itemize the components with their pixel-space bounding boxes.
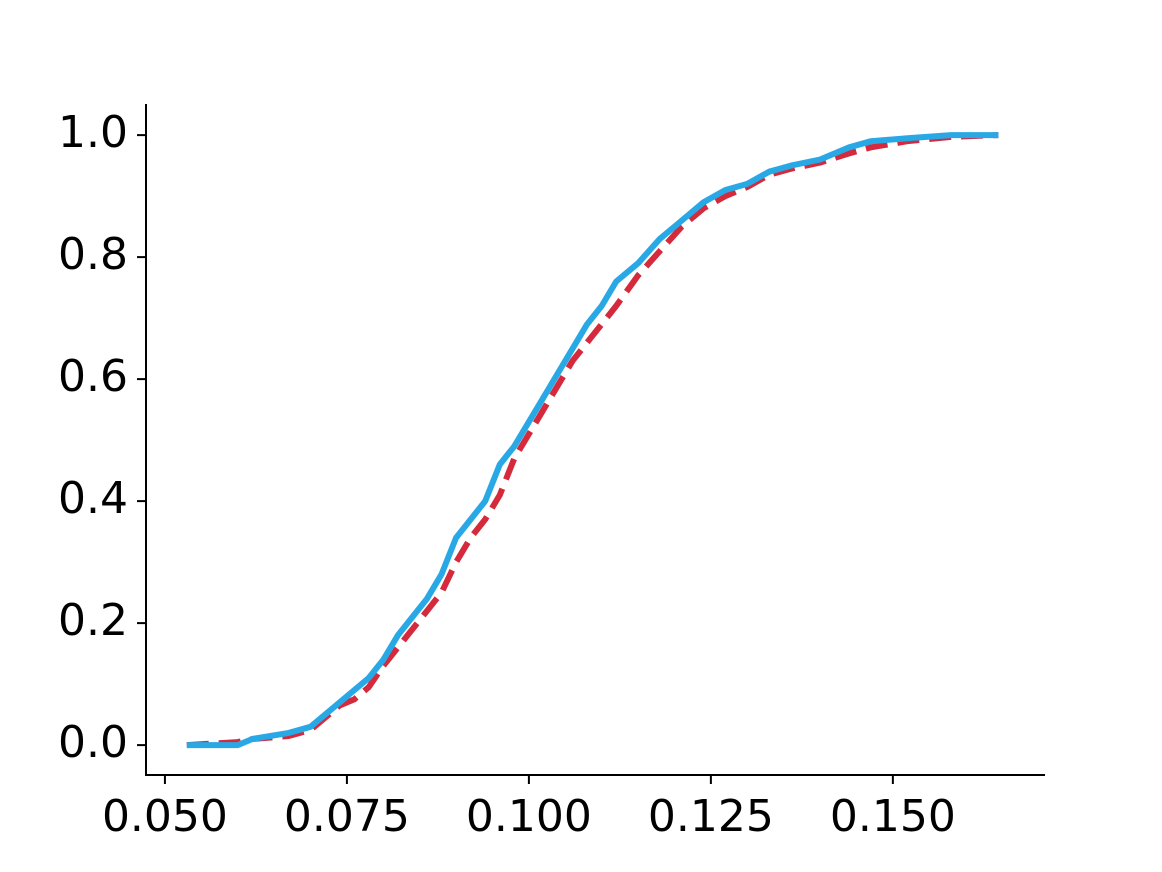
- x-tick-label: 0.150: [830, 791, 956, 842]
- x-tick-label: 0.050: [102, 791, 228, 842]
- data-line: [186, 132, 999, 749]
- x-tick-label: 0.075: [284, 791, 410, 842]
- y-tick-label: 0.8: [58, 229, 128, 280]
- y-tick-label: 0.4: [58, 473, 128, 524]
- y-tick-label: 0.0: [58, 717, 128, 768]
- x-tick-label: 0.100: [466, 791, 592, 842]
- y-tick-label: 0.2: [58, 595, 128, 646]
- y-tick-label: 1.0: [58, 107, 128, 158]
- y-tick-label: 0.6: [58, 351, 128, 402]
- x-tick-label: 0.125: [648, 791, 774, 842]
- data-line: [186, 132, 999, 749]
